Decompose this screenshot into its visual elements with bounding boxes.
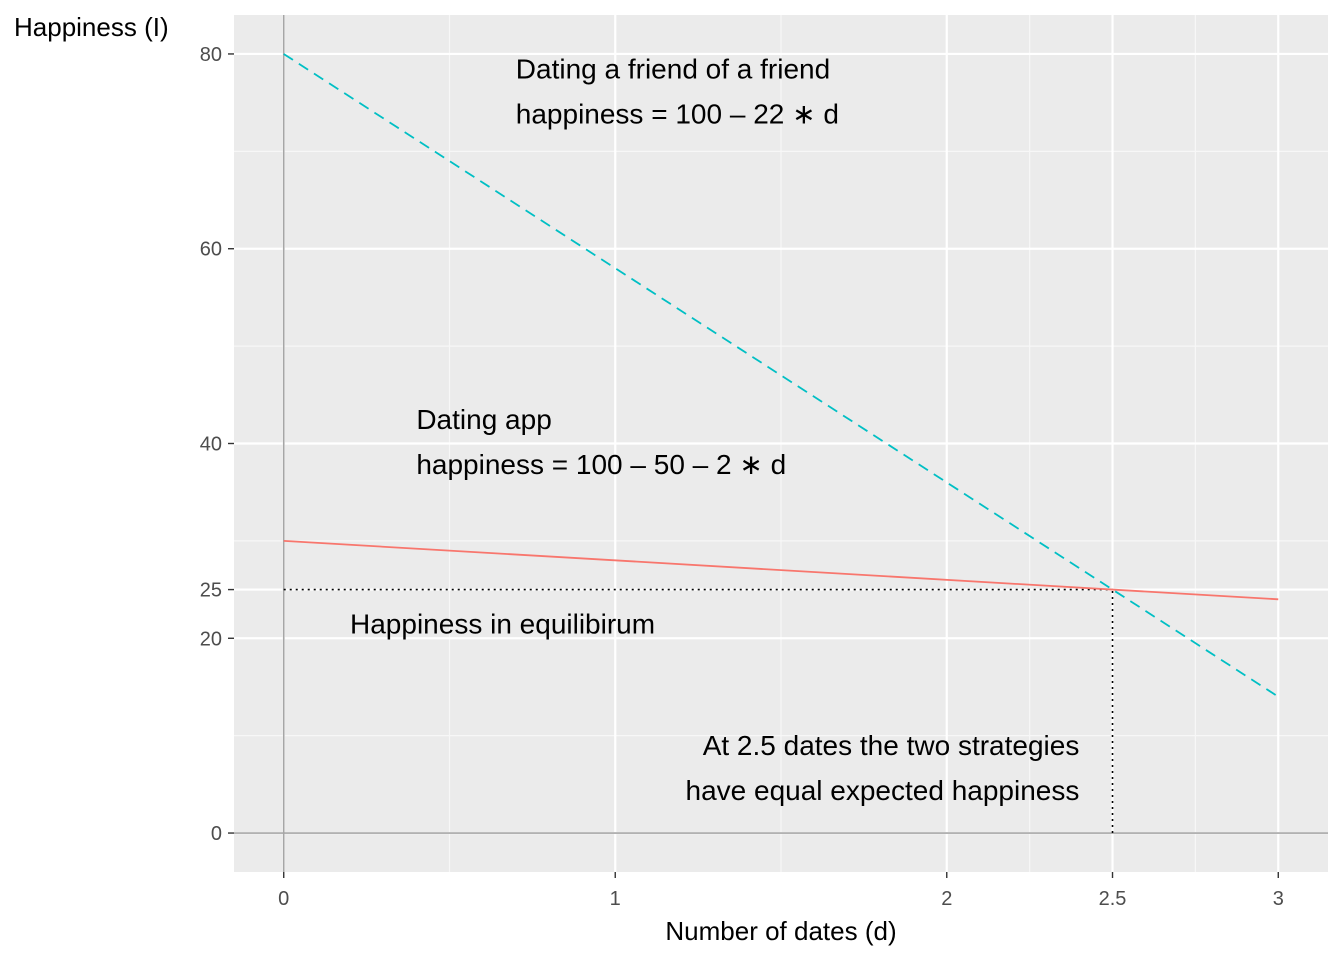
annotation-3-line-0: At 2.5 dates the two strategies bbox=[703, 730, 1080, 761]
annotation-1-line-0: Dating app bbox=[416, 404, 551, 435]
series-line-0 bbox=[283, 539, 1279, 601]
annotation-0-line-0: Dating a friend of a friend bbox=[516, 53, 830, 84]
annotation-0: Dating a friend of a friend happiness = 1… bbox=[516, 53, 839, 129]
zero-axes bbox=[234, 15, 1328, 872]
annotation-1: Dating app happiness = 100 – 50 – 2 ∗ d bbox=[416, 404, 786, 480]
y-axis-ticks: 0 20 25 40 60 80 bbox=[200, 44, 234, 845]
x-tick-label-1: 1 bbox=[610, 888, 621, 910]
y-axis-title: Happiness (I) bbox=[14, 12, 169, 42]
x-tick-label-0: 0 bbox=[278, 888, 289, 910]
annotation-2-line-0: Happiness in equilibirum bbox=[350, 608, 655, 639]
y-tick-label-0: 0 bbox=[211, 823, 222, 845]
annotation-3-line-1: have equal expected happiness bbox=[686, 775, 1080, 806]
x-tick-label-3: 2.5 bbox=[1099, 888, 1127, 910]
annotation-1-line-1: happiness = 100 – 50 – 2 ∗ d bbox=[416, 449, 786, 480]
series-group bbox=[283, 53, 1279, 698]
x-axis-ticks: 0 1 2 2.5 3 bbox=[278, 872, 1284, 910]
annotations: Dating a friend of a friend happiness = 1… bbox=[350, 53, 1079, 806]
y-tick-label-5: 80 bbox=[200, 44, 222, 66]
y-tick-label-2: 25 bbox=[200, 580, 222, 602]
y-tick-label-3: 40 bbox=[200, 434, 222, 456]
annotation-0-line-1: happiness = 100 – 22 ∗ d bbox=[516, 98, 839, 129]
y-tick-label-4: 60 bbox=[200, 239, 222, 261]
x-tick-label-4: 3 bbox=[1273, 888, 1284, 910]
annotation-3: At 2.5 dates the two strategies have equa… bbox=[686, 730, 1080, 806]
annotation-2: Happiness in equilibirum bbox=[350, 608, 655, 639]
x-tick-label-2: 2 bbox=[941, 888, 952, 910]
y-tick-label-1: 20 bbox=[200, 628, 222, 650]
x-axis-title: Number of dates (d) bbox=[665, 916, 896, 946]
reference-lines bbox=[283, 588, 1114, 834]
